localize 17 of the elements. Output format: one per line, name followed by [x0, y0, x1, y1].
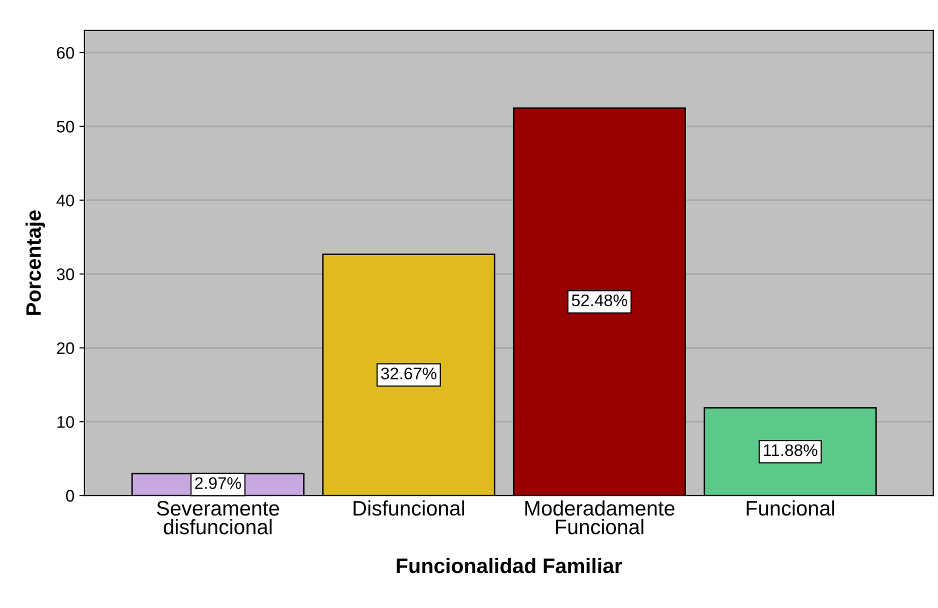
- y-tick-label: 0: [66, 490, 74, 502]
- x-tick-label: Severamente disfuncional: [156, 500, 279, 534]
- y-tick-label: 50: [56, 120, 74, 133]
- y-tick-label: 60: [57, 46, 74, 59]
- data-label: 2.97%: [195, 477, 241, 490]
- y-tick-label: 40: [56, 194, 74, 206]
- x-axis-title: Funcionalidad Familiar: [396, 558, 622, 574]
- data-label: 11.88%: [764, 444, 818, 456]
- data-label: 32.67%: [381, 368, 436, 380]
- y-tick-label: 30: [56, 268, 74, 280]
- y-tick-label: 20: [57, 342, 74, 354]
- x-tick-label: Disfuncional: [354, 500, 464, 516]
- data-label: 52.48%: [572, 294, 628, 306]
- y-axis-title: Porcentaje: [26, 210, 46, 315]
- y-tick-label: 10: [57, 416, 74, 428]
- x-tick-label: Funcional: [746, 500, 834, 516]
- x-tick-label: Moderadamente Funcional: [525, 500, 674, 534]
